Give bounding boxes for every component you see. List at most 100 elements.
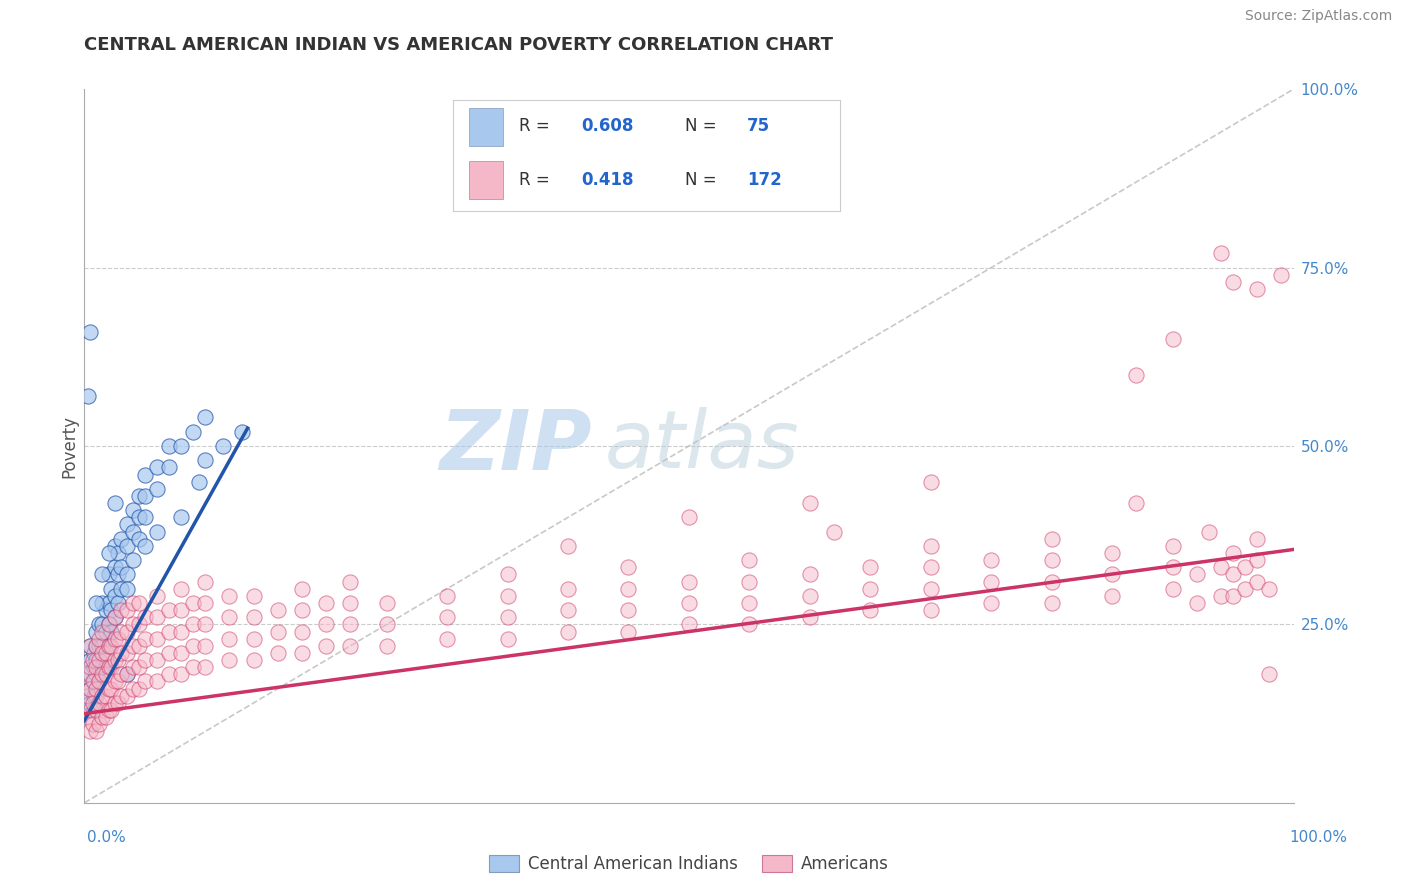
Point <box>1040 532 1063 546</box>
Point <box>104 589 127 603</box>
Point <box>82 717 104 731</box>
Text: CENTRAL AMERICAN INDIAN VS AMERICAN POVERTY CORRELATION CHART: CENTRAL AMERICAN INDIAN VS AMERICAN POVE… <box>84 36 834 54</box>
Point <box>100 703 122 717</box>
Point <box>134 674 156 689</box>
Point <box>194 410 217 425</box>
Point <box>91 639 114 653</box>
Point <box>1101 567 1123 582</box>
Point <box>91 660 114 674</box>
Point <box>738 596 761 610</box>
Point <box>1258 667 1281 681</box>
Point <box>617 603 640 617</box>
Point <box>91 596 114 610</box>
Point <box>1185 567 1208 582</box>
Point <box>375 639 398 653</box>
Point <box>110 624 132 639</box>
Point <box>1258 582 1281 596</box>
Point <box>315 596 337 610</box>
Point <box>87 632 110 646</box>
Point <box>170 582 193 596</box>
Point <box>1246 532 1268 546</box>
Point <box>1270 268 1292 282</box>
Point <box>86 689 108 703</box>
Point <box>920 603 942 617</box>
Point <box>859 603 882 617</box>
Point <box>104 560 127 574</box>
Point <box>920 475 942 489</box>
Point <box>267 603 290 617</box>
Point <box>110 667 132 681</box>
Point <box>128 660 150 674</box>
Point <box>557 624 579 639</box>
Point <box>212 439 235 453</box>
Point <box>678 596 700 610</box>
Point <box>128 532 150 546</box>
Point <box>315 617 337 632</box>
Point <box>94 603 117 617</box>
Point <box>86 660 108 674</box>
Point <box>91 689 114 703</box>
Point <box>218 653 240 667</box>
Point <box>87 660 110 674</box>
Point <box>91 617 114 632</box>
Point <box>134 610 156 624</box>
Point <box>94 689 117 703</box>
Point <box>194 453 217 467</box>
Point <box>678 574 700 589</box>
Point <box>100 603 122 617</box>
Point <box>157 624 180 639</box>
Point <box>157 439 180 453</box>
Point <box>87 674 110 689</box>
Point <box>980 574 1002 589</box>
Point <box>157 646 180 660</box>
Point <box>79 696 101 710</box>
Point <box>134 467 156 482</box>
Point <box>375 596 398 610</box>
Point <box>100 639 122 653</box>
Point <box>1198 524 1220 539</box>
Point <box>87 674 110 689</box>
Point <box>146 674 169 689</box>
Point <box>1222 275 1244 289</box>
Point <box>1161 332 1184 346</box>
Point <box>134 510 156 524</box>
Point <box>104 696 127 710</box>
Point <box>146 632 169 646</box>
Point <box>110 582 132 596</box>
Point <box>194 660 217 674</box>
Point <box>97 703 120 717</box>
Point <box>181 596 204 610</box>
Point <box>107 653 129 667</box>
Point <box>194 639 217 653</box>
Point <box>291 582 314 596</box>
Point <box>134 539 156 553</box>
Text: 100.0%: 100.0% <box>1289 830 1347 845</box>
Point <box>799 567 821 582</box>
Point <box>291 624 314 639</box>
Point <box>86 667 108 681</box>
Point <box>87 696 110 710</box>
Point <box>91 567 114 582</box>
Point <box>146 589 169 603</box>
Point <box>315 639 337 653</box>
Text: Source: ZipAtlas.com: Source: ZipAtlas.com <box>1244 9 1392 23</box>
Point <box>170 603 193 617</box>
Point <box>79 681 101 696</box>
Point <box>799 496 821 510</box>
Point <box>134 489 156 503</box>
Point <box>104 539 127 553</box>
Point <box>339 639 361 653</box>
Point <box>170 439 193 453</box>
Point <box>83 703 105 717</box>
Point <box>218 589 240 603</box>
Point <box>115 603 138 617</box>
Point <box>678 510 700 524</box>
Point <box>121 524 143 539</box>
Point <box>218 632 240 646</box>
Point <box>1209 246 1232 260</box>
Point <box>97 617 120 632</box>
Point <box>115 667 138 681</box>
Point <box>94 646 117 660</box>
Point <box>170 646 193 660</box>
Point <box>83 674 105 689</box>
